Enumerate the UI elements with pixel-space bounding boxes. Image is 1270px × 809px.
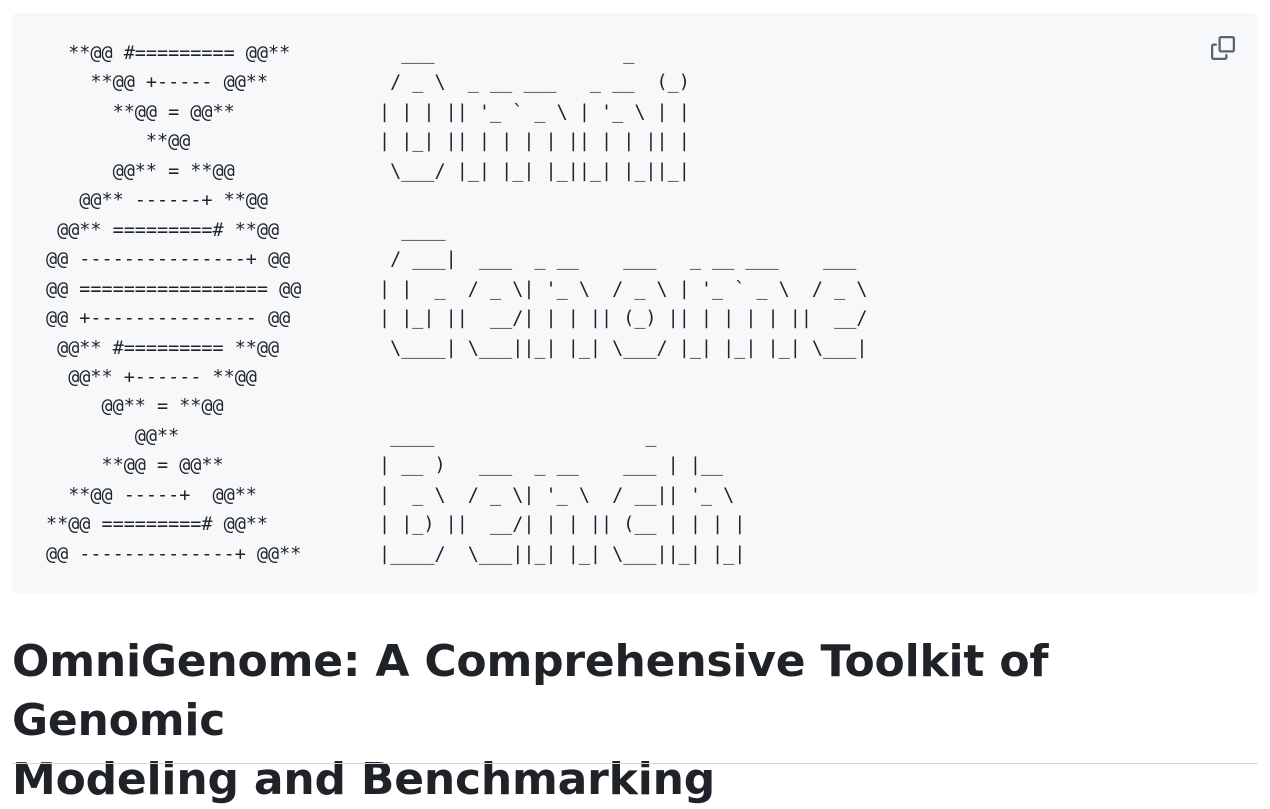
code-line: **@@ +----- @@** / _ \ _ __ ___ _ __ (_) [46, 72, 690, 94]
code-line: **@@ | |_| || | | | | || | | || | [46, 131, 690, 153]
code-line: **@@ #========= @@** ___ _ [46, 43, 635, 64]
code-line: @@ ================= @@ | | _ / _ \| '_ … [46, 278, 868, 300]
copy-icon [1211, 36, 1235, 60]
title-divider [12, 763, 1258, 764]
code-line: @@** =========# **@@ ____ [46, 219, 446, 241]
code-line: @@ --------------+ @@** |____/ \___||_| … [46, 543, 746, 565]
code-line: **@@ -----+ @@** | _ \ / _ \| '_ \ / __|… [46, 484, 735, 506]
page-title-line-1: OmniGenome: A Comprehensive Toolkit of G… [12, 636, 1049, 746]
page-title-line-2: Modeling and Benchmarking [12, 754, 715, 805]
code-line: @@** ------+ **@@ [46, 190, 269, 212]
code-line: @@** = **@@ [46, 396, 224, 418]
code-line: @@** +------ **@@ [46, 366, 257, 388]
code-line: @@** = **@@ \___/ |_| |_| |_||_| |_||_| [46, 160, 690, 182]
code-line: **@@ = @@** | | | || '_ ` _ \ | '_ \ | | [46, 101, 690, 123]
code-line: @@** #========= **@@ \____| \___||_| |_|… [46, 337, 868, 359]
code-line: @@ +--------------- @@ | |_| || __/| | |… [46, 308, 868, 330]
code-block: **@@ #========= @@** ___ _ **@@ +----- @… [12, 13, 1258, 593]
code-line: @@ ---------------+ @@ / ___| ___ _ __ _… [46, 249, 857, 271]
ascii-art-banner: **@@ #========= @@** ___ _ **@@ +----- @… [46, 39, 867, 569]
code-line: **@@ =========# @@** | |_) || __/| | | |… [46, 514, 746, 536]
copy-button[interactable] [1208, 33, 1238, 63]
page-title: OmniGenome: A Comprehensive Toolkit of G… [12, 632, 1258, 809]
code-line: **@@ = @@** | __ ) ___ _ __ ___ | |__ [46, 455, 724, 477]
code-line: @@** ____ _ [46, 425, 657, 447]
